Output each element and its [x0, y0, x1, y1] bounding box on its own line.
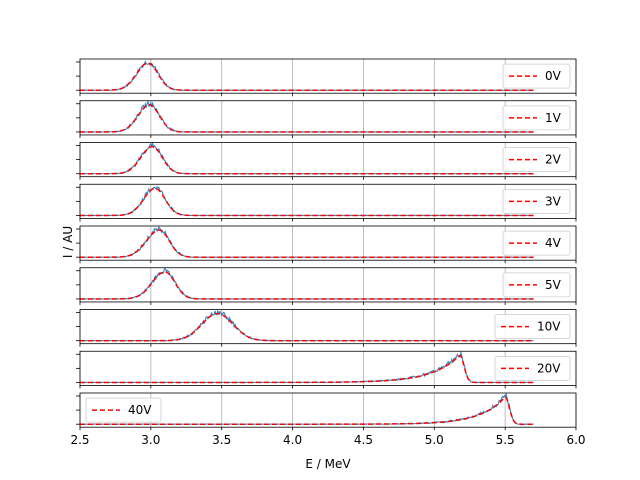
fit-curve-5V [80, 271, 534, 300]
fit-curve-4V [80, 229, 534, 258]
panel-frame [79, 142, 577, 178]
panel-frame [79, 392, 577, 428]
legend-2V: 2V [502, 147, 571, 173]
legend-label: 10V [537, 320, 561, 334]
panel-frame [79, 309, 577, 345]
x-tick-label: 3.0 [141, 433, 160, 447]
panel-20V: 20V [76, 350, 577, 389]
x-tick-label: 6.0 [566, 433, 585, 447]
panel-4V: 4V [76, 225, 577, 264]
panel-40V: 40V [76, 392, 577, 431]
legend-label: 0V [545, 69, 562, 83]
fit-curve-10V [80, 312, 534, 342]
legend-label: 5V [545, 278, 562, 292]
panel-2V: 2V [76, 141, 577, 180]
legend-box [85, 397, 162, 423]
fit-curve-1V [80, 104, 534, 133]
x-tick-label: 5.0 [425, 433, 444, 447]
legend-0V: 0V [502, 63, 571, 89]
fit-curve-40V [80, 396, 534, 425]
legend-label: 2V [545, 153, 562, 167]
x-axis: 2.5 3.0 3.5 4.0 4.5 5.0 5.5 6.0 [70, 433, 585, 447]
panel-frame [79, 183, 577, 219]
fit-curve-2V [80, 145, 534, 175]
legend-box [494, 355, 571, 381]
panel-frame [79, 350, 577, 386]
y-axis-label: I / AU [61, 226, 75, 258]
panel-0V: 0V [76, 58, 577, 97]
panel-10V: 10V [76, 309, 577, 347]
x-tick-label: 2.5 [70, 433, 89, 447]
legend-label: 4V [545, 236, 562, 250]
panel-1V: 1V [76, 99, 577, 138]
panel-frame [79, 100, 577, 136]
legend-20V: 20V [494, 355, 571, 381]
panel-5V: 5V [76, 267, 577, 305]
panel-frame [79, 225, 577, 261]
legend-label: 20V [537, 361, 561, 375]
x-tick-label: 4.0 [283, 433, 302, 447]
legend-1V: 1V [502, 105, 571, 131]
legend-3V: 3V [502, 188, 571, 214]
panel-frame [79, 58, 577, 94]
legend-label: 3V [545, 194, 562, 208]
legend-label: 40V [128, 403, 152, 417]
legend-box [494, 314, 571, 340]
x-axis-label: E / MeV [305, 457, 351, 471]
legend-4V: 4V [502, 230, 571, 256]
legend-10V: 10V [494, 314, 571, 340]
legend-5V: 5V [502, 272, 571, 298]
panel-3V: 3V [76, 183, 577, 222]
legend-40V: 40V [85, 397, 162, 423]
fit-curve-20V [80, 354, 534, 384]
chart-panels: 0V 1V 2V 3V 4V 5V 10V 20V 40V [76, 58, 577, 431]
fit-curve-0V [80, 62, 534, 91]
x-tick-label: 5.5 [496, 433, 515, 447]
x-tick-label: 3.5 [212, 433, 231, 447]
panel-frame [79, 267, 577, 303]
legend-label: 1V [545, 111, 562, 125]
x-tick-label: 4.5 [354, 433, 373, 447]
fit-curve-3V [80, 187, 534, 217]
